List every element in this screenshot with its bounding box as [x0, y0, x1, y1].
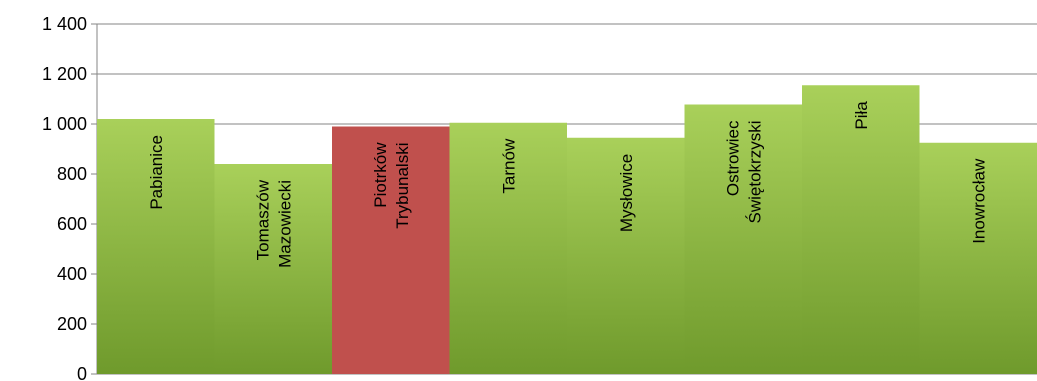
category-label: Piotrków Trybunalski	[371, 142, 412, 229]
y-tick-label: 0	[77, 364, 87, 381]
category-label-line: Ostrowiec	[723, 120, 742, 196]
bars	[97, 85, 1037, 374]
category-label-line: Mazowiecki	[275, 180, 294, 268]
category-label-line: Świętokrzyski	[745, 121, 764, 224]
y-axis-ticks: 0 200 400 600 800 1 000 1 200 1 400	[42, 14, 87, 381]
category-label: Ostrowiec Świętokrzyski	[723, 120, 764, 223]
category-label: Tomaszów Mazowiecki	[253, 179, 294, 268]
y-tick-label: 400	[57, 264, 87, 284]
bar-tarnów	[449, 122, 567, 374]
category-label-line: Piotrków	[371, 142, 390, 208]
y-tick-label: 800	[57, 164, 87, 184]
category-label: Piła	[852, 101, 871, 130]
category-label-line: Mysłowice	[617, 154, 636, 232]
y-tick-label: 1 400	[42, 14, 87, 34]
bar-inowrocław	[919, 142, 1037, 374]
category-label: Inowrocław	[969, 158, 988, 244]
category-label: Pabianice	[147, 135, 166, 210]
y-tick-label: 1 000	[42, 114, 87, 134]
category-label: Mysłowice	[617, 154, 636, 232]
category-label-line: Pabianice	[147, 135, 166, 210]
bar-piła	[802, 85, 920, 374]
bar-ostrowiec-świętokrzyski	[684, 104, 802, 374]
bar-piotrków-trybunalski	[332, 126, 450, 374]
category-label-line: Trybunalski	[393, 143, 412, 229]
category-labels: Pabianice Tomaszów Mazowiecki Piotrków Trybu…	[147, 101, 989, 268]
category-label-line: Tomaszów	[253, 179, 272, 260]
y-tick-label: 1 200	[42, 64, 87, 84]
category-label: Tarnów	[499, 138, 518, 194]
category-label-line: Piła	[852, 101, 871, 130]
category-label-line: Tarnów	[499, 138, 518, 194]
y-tick-label: 200	[57, 314, 87, 334]
bar-pabianice	[97, 119, 215, 374]
category-label-line: Inowrocław	[969, 158, 988, 244]
y-tick-label: 600	[57, 214, 87, 234]
bar-tomaszów-mazowiecki	[214, 164, 332, 374]
bar-mysłowice	[567, 137, 685, 374]
